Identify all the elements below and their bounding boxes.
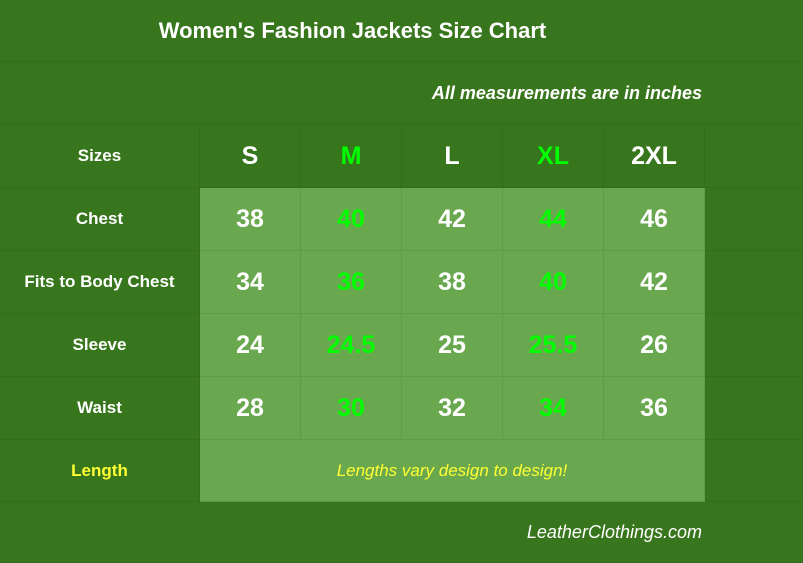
measurement: 42: [604, 251, 705, 314]
size-header: 2XL: [604, 125, 705, 188]
measurement: 26: [604, 314, 705, 377]
grid-cell: [503, 62, 604, 125]
measurement: 46: [604, 188, 705, 251]
grid-cell: [705, 0, 803, 62]
measurement: 32: [402, 377, 503, 440]
row-header: Sizes: [0, 125, 200, 188]
grid-cell: [301, 502, 402, 563]
grid-cell: [705, 251, 803, 314]
measurement: 40: [301, 188, 402, 251]
grid-cell: [0, 62, 200, 125]
measurement: 36: [604, 377, 705, 440]
grid-cell: [402, 502, 503, 563]
grid-cell: [301, 62, 402, 125]
grid-cell: [705, 377, 803, 440]
size-header: M: [301, 125, 402, 188]
measurement: 34: [503, 377, 604, 440]
measurement: 38: [200, 188, 301, 251]
grid-cell: [705, 314, 803, 377]
measurement: 44: [503, 188, 604, 251]
measurement: 30: [301, 377, 402, 440]
grid-cell: [604, 0, 705, 62]
size-header: L: [402, 125, 503, 188]
length-note: Lengths vary design to design!: [200, 440, 705, 502]
row-label: Chest: [0, 188, 200, 251]
measurement: 42: [402, 188, 503, 251]
grid-cell: [705, 62, 803, 125]
footer: LeatherClothings.com: [526, 522, 702, 542]
grid-cell: [604, 62, 705, 125]
row-label: Waist: [0, 377, 200, 440]
grid-cell: [705, 502, 803, 563]
grid-cell: [200, 62, 301, 125]
grid-cell: [0, 502, 200, 563]
grid-cell: [705, 440, 803, 502]
length-label: Length: [0, 440, 200, 502]
row-label: Fits to Body Chest: [0, 251, 200, 314]
measurement: 40: [503, 251, 604, 314]
grid-cell: [705, 188, 803, 251]
measurement: 24: [200, 314, 301, 377]
measurement: 25.5: [503, 314, 604, 377]
measurement: 36: [301, 251, 402, 314]
grid-cell: [200, 502, 301, 563]
grid-cell: [301, 0, 402, 62]
row-label: Sleeve: [0, 314, 200, 377]
measurement: 34: [200, 251, 301, 314]
grid-cell: [402, 62, 503, 125]
grid-cell: [200, 0, 301, 62]
grid-cell: [402, 0, 503, 62]
grid-cell: [0, 0, 200, 62]
grid-cell: [705, 125, 803, 188]
title: Women's Fashion Jackets Size Chart: [158, 18, 547, 43]
measurement: 28: [200, 377, 301, 440]
measurement: 25: [402, 314, 503, 377]
measurement: 24.5: [301, 314, 402, 377]
size-header: XL: [503, 125, 604, 188]
size-header: S: [200, 125, 301, 188]
note: All measurements are in inches: [431, 83, 702, 103]
measurement: 38: [402, 251, 503, 314]
grid-cell: [503, 0, 604, 62]
